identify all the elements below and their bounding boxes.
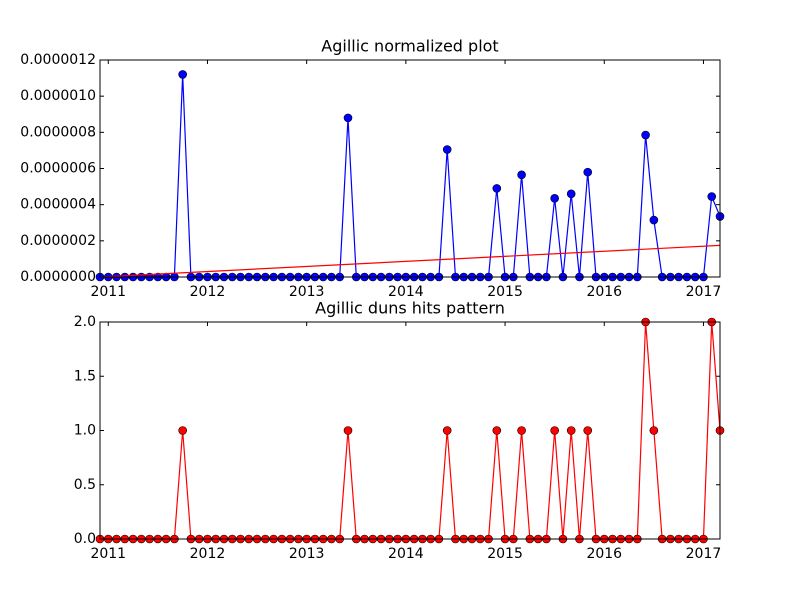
plot-frame [99,59,721,278]
y-tick-label: 2.0 [74,314,96,330]
marker [550,426,559,435]
marker [178,426,187,435]
y-tick-label: 0.0 [74,531,96,547]
marker [442,145,452,154]
marker [649,215,659,225]
x-tick-label: 2011 [90,546,126,562]
y-tick-label: 1.0 [74,423,96,439]
marker [442,426,452,435]
marker [492,426,502,435]
marker [583,167,593,177]
x-tick-label: 2017 [686,546,722,562]
plot-area [100,322,720,539]
marker [178,70,187,79]
marker [566,426,576,435]
chart-title: Agillic duns hits pattern [315,299,505,318]
y-tick-label: 0.0000008 [20,124,96,140]
x-tick-label: 2016 [586,284,622,300]
x-tick-label: 2014 [388,284,424,300]
marker [566,189,576,199]
marker [517,426,526,435]
plot-frame [99,321,721,540]
x-tick-label: 2012 [190,284,226,300]
plot-area [100,60,720,277]
marker [343,113,353,123]
x-tick-label: 2016 [586,546,622,562]
x-tick-label: 2015 [487,284,523,300]
marker [707,192,717,201]
x-tick-label: 2012 [190,546,226,562]
y-tick-label: 0.0000004 [20,197,96,213]
x-tick-label: 2011 [90,284,126,300]
marker [343,426,353,435]
marker [583,426,593,435]
x-tick-label: 2013 [289,546,325,562]
x-tick-label: 2013 [289,284,325,300]
marker [492,184,502,193]
y-tick-label: 1.5 [74,368,96,384]
marker [517,170,526,180]
y-tick-label: 0.0000002 [20,233,96,249]
marker [550,194,559,203]
x-tick-label: 2017 [686,284,722,300]
series-line [99,244,721,278]
x-tick-label: 2015 [487,546,523,562]
y-tick-label: 0.0000006 [20,161,96,177]
marker [649,426,659,435]
y-tick-label: 0.0000012 [20,52,96,68]
chart-title: Agillic normalized plot [321,37,498,56]
y-tick-label: 0.5 [74,477,96,493]
x-tick-label: 2014 [388,546,424,562]
y-tick-label: 0.0000010 [20,88,96,104]
marker [641,130,650,140]
y-tick-label: 0.0000000 [20,269,96,285]
